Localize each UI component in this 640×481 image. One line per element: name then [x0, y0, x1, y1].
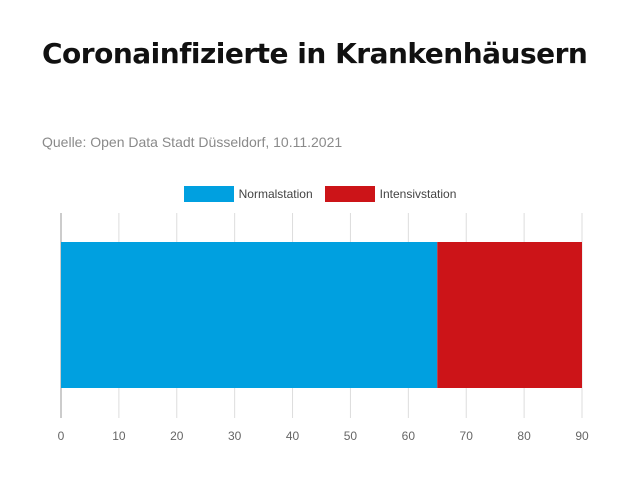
x-tick-label: 50 [344, 429, 358, 443]
x-tick-label: 40 [286, 429, 300, 443]
x-tick-label: 0 [58, 429, 65, 443]
bar-normalstation [61, 242, 437, 388]
x-tick-label: 70 [460, 429, 474, 443]
x-tick-label: 10 [112, 429, 126, 443]
x-tick-label: 20 [170, 429, 184, 443]
x-tick-label: 30 [228, 429, 242, 443]
bars [61, 242, 582, 388]
x-tick-label: 60 [402, 429, 416, 443]
x-tick-label: 90 [575, 429, 589, 443]
x-tick-label: 80 [517, 429, 531, 443]
bar-intensivstation [437, 242, 582, 388]
x-axis-ticks: 0 10 20 30 40 50 60 70 80 90 [58, 429, 589, 443]
